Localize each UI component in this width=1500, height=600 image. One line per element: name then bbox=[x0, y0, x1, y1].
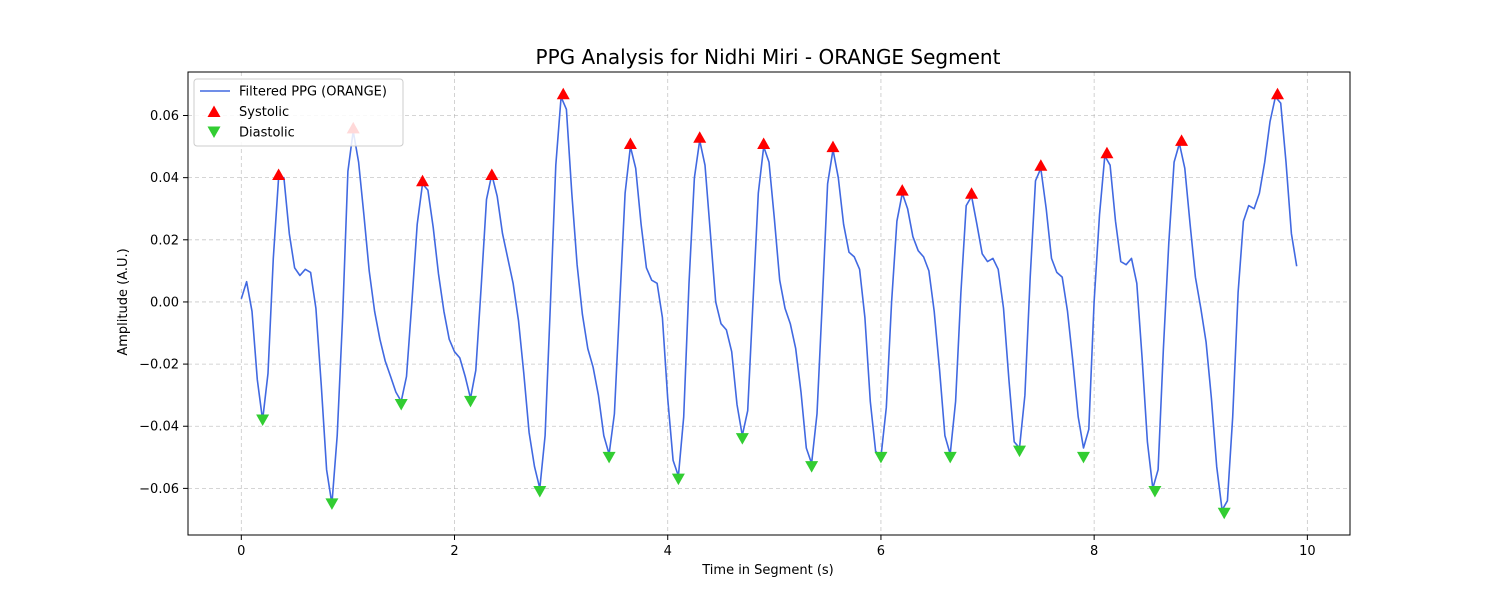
y-axis-label: Amplitude (A.U.) bbox=[116, 248, 131, 355]
diastolic-marker bbox=[533, 485, 547, 498]
diastolic-marker bbox=[394, 398, 408, 411]
x-tick-label: 6 bbox=[877, 544, 885, 559]
diastolic-marker bbox=[805, 461, 819, 473]
systolic-marker bbox=[416, 174, 430, 187]
y-tick-label: 0.02 bbox=[150, 233, 179, 248]
axes: 0 2 4 6 8 10 −0.06 −0.04 −0.02 0.00 0.02 0.04 0.06 bbox=[139, 71, 1351, 559]
systolic-marker bbox=[757, 137, 771, 149]
x-tick-label: 2 bbox=[450, 544, 458, 559]
diastolic-marker bbox=[1076, 451, 1090, 464]
legend-diastolic-swatch bbox=[207, 126, 221, 138]
legend-label: Filtered PPG (ORANGE) bbox=[239, 85, 387, 100]
systolic-marker bbox=[1175, 134, 1189, 146]
diastolic-marker bbox=[464, 395, 478, 408]
x-axis-label: Time in Segment (s) bbox=[701, 563, 833, 578]
systolic-marker bbox=[965, 187, 979, 199]
diastolic-marker bbox=[735, 433, 749, 445]
systolic-marker bbox=[693, 131, 707, 143]
systolic-marker bbox=[623, 137, 637, 149]
systolic-marker bbox=[826, 140, 840, 153]
x-tick-label: 0 bbox=[237, 544, 245, 559]
diastolic-marker bbox=[602, 451, 616, 464]
diastolic-marker bbox=[1148, 485, 1162, 498]
diastolic-marker bbox=[325, 498, 339, 510]
chart-title: PPG Analysis for Nidhi Miri - ORANGE Seg… bbox=[536, 45, 1001, 69]
y-tick-label: −0.02 bbox=[139, 358, 179, 373]
systolic-marker bbox=[1271, 87, 1285, 100]
plot-frame bbox=[187, 71, 1351, 536]
systolic-marker bbox=[272, 168, 286, 181]
y-tick-label: −0.06 bbox=[139, 482, 179, 497]
diastolic-marker bbox=[943, 451, 957, 464]
legend-systolic-swatch bbox=[207, 105, 221, 117]
diastolic-marker bbox=[874, 451, 888, 464]
y-tick-label: 0.04 bbox=[150, 171, 179, 186]
systolic-marker bbox=[1034, 159, 1048, 171]
x-tick-label: 10 bbox=[1299, 544, 1316, 559]
systolic-marker bbox=[895, 184, 909, 196]
y-tick-label: 0.06 bbox=[150, 109, 179, 124]
diastolic-marker bbox=[1217, 507, 1231, 520]
systolic-marker bbox=[556, 87, 570, 100]
legend: Filtered PPG (ORANGE) Systolic Diastolic bbox=[193, 78, 404, 147]
y-tick-label: 0.00 bbox=[150, 295, 179, 310]
x-tick-label: 4 bbox=[664, 544, 672, 559]
legend-label: Systolic bbox=[239, 105, 289, 120]
legend-box bbox=[193, 78, 404, 147]
diastolic-marker bbox=[1013, 445, 1027, 458]
plot-area bbox=[240, 87, 1298, 520]
legend-label: Diastolic bbox=[239, 126, 295, 141]
x-tick-label: 8 bbox=[1090, 544, 1098, 559]
diastolic-marker bbox=[256, 414, 270, 427]
diastolic-marker bbox=[671, 473, 685, 486]
y-tick-label: −0.04 bbox=[139, 420, 179, 435]
systolic-marker bbox=[1100, 146, 1114, 159]
systolic-marker bbox=[485, 168, 499, 181]
series-line-filtered-ppg bbox=[240, 96, 1298, 511]
